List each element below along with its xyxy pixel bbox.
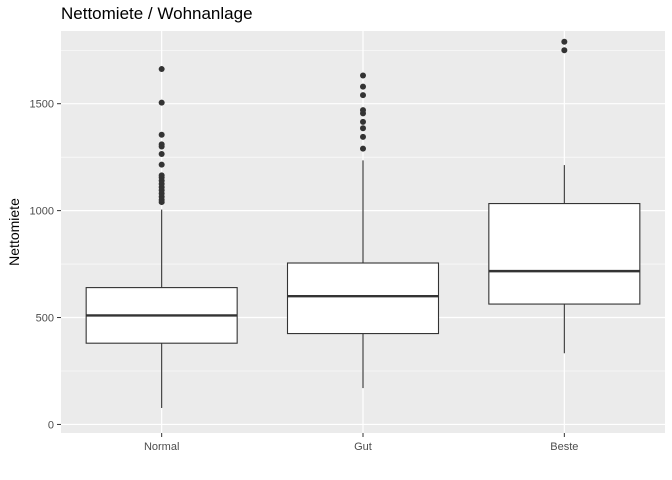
box-gut bbox=[286, 72, 440, 389]
outlier-point bbox=[360, 107, 366, 114]
outlier-point bbox=[561, 38, 568, 45]
outlier-point bbox=[360, 83, 366, 90]
x-tick-label: Beste bbox=[550, 441, 578, 453]
x-tick-label: Normal bbox=[144, 441, 179, 453]
outlier-point bbox=[158, 161, 165, 168]
y-tick-label: 0 bbox=[48, 419, 54, 431]
outlier-point bbox=[158, 172, 165, 179]
y-tick-label: 1500 bbox=[30, 99, 54, 111]
outlier-point bbox=[360, 72, 366, 79]
outlier-point bbox=[360, 92, 366, 99]
outlier-point bbox=[158, 66, 165, 73]
outlier-point bbox=[561, 47, 568, 54]
boxes-layer bbox=[85, 38, 641, 408]
outlier-point bbox=[158, 99, 165, 106]
y-tick-label: 1000 bbox=[30, 206, 54, 218]
chart-title: Nettomiete / Wohnanlage bbox=[61, 4, 253, 23]
y-tick-label: 500 bbox=[36, 313, 54, 325]
outlier-point bbox=[360, 118, 366, 125]
box-normal bbox=[85, 66, 238, 408]
outlier-point bbox=[360, 133, 366, 140]
outlier-point bbox=[158, 150, 165, 157]
x-tick-label: Gut bbox=[354, 441, 372, 453]
y-axis-title: Nettomiete bbox=[6, 198, 22, 266]
box-iqr bbox=[488, 203, 641, 305]
axes-layer: 0 500 1000 1500 Normal Gut Beste bbox=[30, 99, 579, 453]
outlier-point bbox=[158, 141, 165, 148]
box-beste bbox=[488, 38, 641, 354]
outlier-point bbox=[158, 131, 165, 138]
box-iqr bbox=[286, 262, 440, 335]
outlier-point bbox=[360, 125, 366, 132]
outlier-point bbox=[360, 145, 366, 152]
